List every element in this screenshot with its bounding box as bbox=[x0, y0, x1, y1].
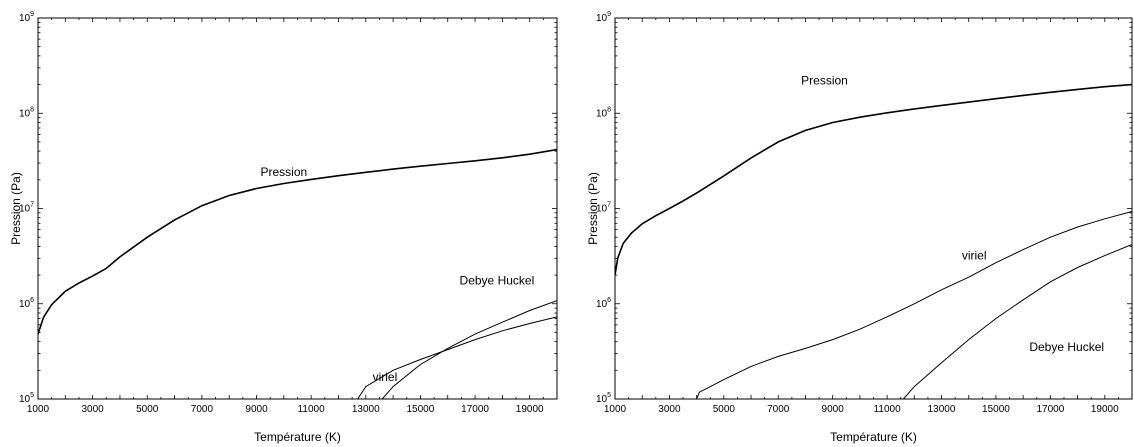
x-tick-label: 11000 bbox=[298, 404, 326, 415]
curve-annotation: viriel bbox=[962, 249, 987, 263]
x-tick-label: 5000 bbox=[136, 404, 159, 415]
x-tick-label: 13000 bbox=[352, 404, 380, 415]
x-tick-label: 5000 bbox=[713, 404, 736, 415]
series-line-0 bbox=[615, 83, 1132, 276]
x-tick-label: 17000 bbox=[1036, 404, 1064, 415]
x-tick-label: 1000 bbox=[604, 404, 627, 415]
series-line-1 bbox=[381, 300, 557, 399]
curve-annotation: Debye Huckel bbox=[460, 273, 535, 287]
x-axis-title: Température (K) bbox=[830, 430, 917, 444]
y-tick-label: 109 bbox=[596, 11, 611, 24]
y-tick-base: 10 bbox=[596, 299, 608, 310]
x-tick-label: 3000 bbox=[82, 404, 105, 415]
curve-annotation: Debye Huckel bbox=[1029, 340, 1104, 354]
x-tick-label: 3000 bbox=[658, 404, 681, 415]
y-tick-label: 108 bbox=[596, 106, 611, 119]
x-tick-label: 9000 bbox=[245, 404, 268, 415]
x-tick-label: 15000 bbox=[407, 404, 435, 415]
y-tick-base: 10 bbox=[596, 108, 608, 119]
x-tick-label: 13000 bbox=[928, 404, 956, 415]
x-tick-label: 11000 bbox=[874, 404, 902, 415]
x-tick-label: 9000 bbox=[822, 404, 845, 415]
x-tick-label: 7000 bbox=[767, 404, 790, 415]
y-tick-base: 10 bbox=[596, 13, 608, 24]
y-tick-label: 109 bbox=[19, 11, 34, 24]
left-chart: 1000 3000 5000 7000 9000 11000 13000 15000 17000… bbox=[9, 11, 558, 444]
series-line-0 bbox=[38, 148, 557, 335]
y-tick-label: 107 bbox=[596, 202, 611, 215]
y-tick-exponent: 8 bbox=[607, 106, 611, 113]
y-tick-label: 105 bbox=[19, 392, 34, 405]
y-tick-base: 10 bbox=[19, 13, 31, 24]
y-tick-label: 107 bbox=[19, 202, 34, 215]
y-tick-exponent: 7 bbox=[30, 202, 34, 209]
x-tick-label: 19000 bbox=[516, 404, 544, 415]
x-tick-label: 1000 bbox=[27, 404, 50, 415]
y-tick-label: 106 bbox=[19, 297, 34, 310]
y-tick-label: 106 bbox=[596, 297, 611, 310]
y-axis-title: Pression (Pa) bbox=[9, 172, 23, 245]
y-tick-exponent: 6 bbox=[607, 297, 611, 304]
x-axis-title: Température (K) bbox=[254, 430, 341, 444]
y-tick-exponent: 9 bbox=[30, 11, 34, 18]
x-tick-label: 19000 bbox=[1091, 404, 1119, 415]
x-tick-label: 17000 bbox=[461, 404, 489, 415]
y-tick-base: 10 bbox=[596, 204, 608, 215]
y-tick-base: 10 bbox=[19, 108, 31, 119]
y-tick-base: 10 bbox=[19, 204, 31, 215]
curve-annotation: Pression bbox=[801, 74, 848, 88]
y-tick-exponent: 7 bbox=[607, 202, 611, 209]
right-chart: 1000 3000 5000 7000 9000 11000 13000 15000 17000… bbox=[586, 11, 1133, 444]
y-tick-base: 10 bbox=[596, 394, 608, 405]
x-tick-label: 15000 bbox=[982, 404, 1010, 415]
x-tick-label: 7000 bbox=[191, 404, 214, 415]
y-tick-label: 105 bbox=[596, 392, 611, 405]
y-tick-exponent: 5 bbox=[607, 392, 611, 399]
series-line-2 bbox=[903, 243, 1132, 399]
curve-annotation: Pression bbox=[260, 165, 307, 179]
plot-frame bbox=[37, 17, 558, 400]
series-line-2 bbox=[357, 316, 557, 399]
series-line-1 bbox=[696, 211, 1132, 399]
y-tick-exponent: 8 bbox=[30, 106, 34, 113]
y-tick-base: 10 bbox=[19, 394, 31, 405]
y-tick-label: 108 bbox=[19, 106, 34, 119]
y-tick-base: 10 bbox=[19, 299, 31, 310]
y-tick-exponent: 6 bbox=[30, 297, 34, 304]
y-axis-title: Pression (Pa) bbox=[586, 172, 600, 245]
y-tick-exponent: 5 bbox=[30, 392, 34, 399]
curve-annotation: viriel bbox=[373, 370, 398, 384]
y-tick-exponent: 9 bbox=[607, 11, 611, 18]
